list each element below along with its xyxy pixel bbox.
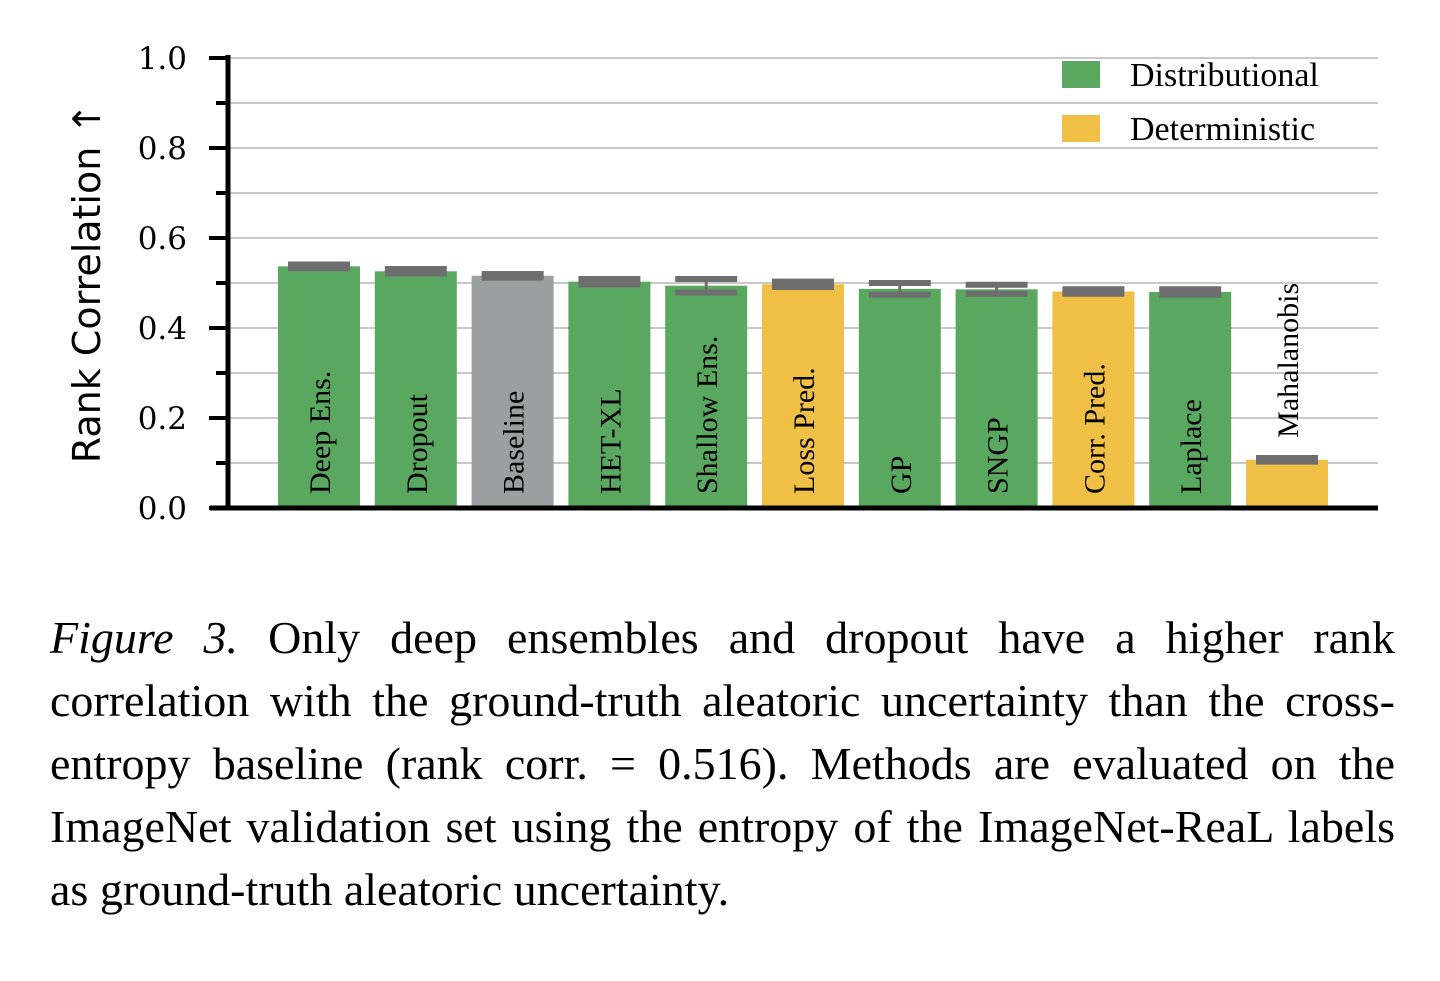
bar-label: SNGP bbox=[982, 417, 1015, 494]
bar-label: Baseline bbox=[498, 391, 531, 494]
bar-label: Loss Pred. bbox=[788, 367, 821, 494]
y-tick-label: 0.4 bbox=[138, 311, 187, 347]
y-tick-label: 0.2 bbox=[138, 401, 187, 437]
caption-text: Only deep ensembles and dropout have a h… bbox=[50, 612, 1395, 915]
bars bbox=[278, 266, 1328, 508]
bar-het-xl bbox=[568, 281, 651, 508]
bar-loss-pred bbox=[762, 284, 844, 508]
legend-label-distributional: Distributional bbox=[1130, 57, 1319, 94]
bar-shallow-ens bbox=[665, 285, 748, 508]
bar-label: Dropout bbox=[401, 393, 434, 494]
bar-corr-pred bbox=[1052, 291, 1135, 508]
legend-swatch-distributional bbox=[1062, 61, 1100, 88]
y-axis-label: Rank Correlation ↑ bbox=[65, 103, 109, 463]
legend-label-deterministic: Deterministic bbox=[1130, 111, 1315, 148]
bar-labels: Deep Ens. Dropout Baseline HET-XL Shallow En… bbox=[304, 283, 1305, 494]
y-tick-label: 0.6 bbox=[138, 221, 187, 257]
bar-label: HET-XL bbox=[594, 388, 627, 494]
y-tick-label: 0.0 bbox=[138, 491, 187, 527]
figure-label: Figure 3. bbox=[50, 612, 239, 663]
bar-dropout bbox=[374, 271, 457, 508]
bar-laplace bbox=[1149, 292, 1232, 508]
bar-deep-ens bbox=[278, 266, 360, 508]
bar-mahalanobis bbox=[1246, 459, 1328, 508]
bar-label: GP bbox=[885, 456, 918, 494]
figure-caption: Figure 3. Only deep ensembles and dropou… bbox=[50, 606, 1395, 921]
error-bars bbox=[288, 261, 1318, 465]
bar-baseline bbox=[471, 275, 554, 508]
legend-swatch-deterministic bbox=[1062, 115, 1100, 142]
y-ticks: 0.0 0.2 0.4 0.6 0.8 1.0 bbox=[138, 41, 228, 527]
y-tick-label: 0.8 bbox=[138, 131, 187, 167]
bar-label: Corr. Pred. bbox=[1078, 363, 1111, 494]
y-tick-label: 1.0 bbox=[138, 41, 187, 77]
legend: Distributional Deterministic bbox=[1062, 57, 1319, 148]
bar-label: Laplace bbox=[1175, 399, 1208, 494]
bar-gp bbox=[858, 288, 941, 508]
bar-label: Deep Ens. bbox=[304, 371, 337, 494]
bar-label: Shallow Ens. bbox=[691, 336, 724, 494]
bar-label: Mahalanobis bbox=[1272, 283, 1305, 438]
bar-sngp bbox=[955, 289, 1038, 508]
bar-chart: Deep Ens. Dropout Baseline HET-XL Shallow En… bbox=[65, 41, 1378, 527]
